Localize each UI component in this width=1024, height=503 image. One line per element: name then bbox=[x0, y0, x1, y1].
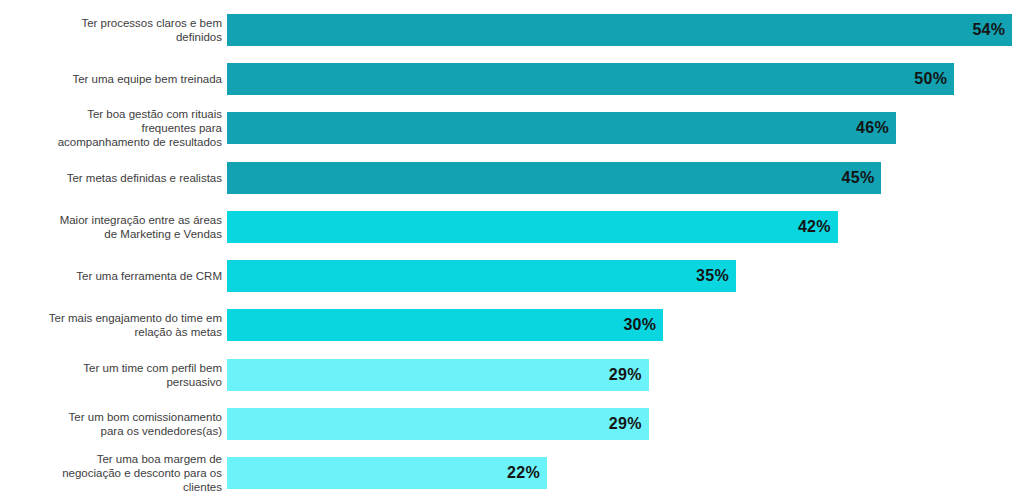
category-label: Ter processos claros e bem definidos bbox=[0, 16, 227, 44]
plot-area: 22% bbox=[227, 457, 1024, 489]
plot-area: 50% bbox=[227, 63, 1024, 95]
chart-row: Ter um time com perfil bem persuasivo 29% bbox=[0, 350, 1024, 399]
value-label: 22% bbox=[507, 464, 547, 482]
bar: 50% bbox=[227, 63, 954, 95]
chart-row: Ter boa gestão com rituais frequentes pa… bbox=[0, 104, 1024, 153]
bar: 42% bbox=[227, 211, 838, 243]
value-label: 50% bbox=[914, 70, 954, 88]
category-label: Ter um time com perfil bem persuasivo bbox=[0, 361, 227, 389]
value-label: 45% bbox=[842, 169, 882, 187]
bar: 45% bbox=[227, 162, 881, 194]
plot-area: 29% bbox=[227, 408, 1024, 440]
horizontal-bar-chart: Ter processos claros e bem definidos54%T… bbox=[0, 0, 1024, 498]
plot-area: 45% bbox=[227, 162, 1024, 194]
category-label: Ter um bom comissionamento para os vende… bbox=[0, 410, 227, 438]
bar: 54% bbox=[227, 14, 1012, 46]
chart-canvas: Ter processos claros e bem definidos54%T… bbox=[0, 0, 1024, 503]
chart-row: Ter uma boa margem de negociação e desco… bbox=[0, 449, 1024, 498]
plot-area: 46% bbox=[227, 112, 1024, 144]
category-label: Ter metas definidas e realistas bbox=[0, 171, 227, 185]
plot-area: 54% bbox=[227, 14, 1024, 46]
chart-row: Ter mais engajamento do time em relação … bbox=[0, 301, 1024, 350]
value-label: 42% bbox=[798, 218, 838, 236]
chart-row: Ter um bom comissionamento para os vende… bbox=[0, 399, 1024, 448]
category-label: Maior integração entre as áreas de Marke… bbox=[0, 213, 227, 241]
plot-area: 30% bbox=[227, 309, 1024, 341]
value-label: 29% bbox=[609, 415, 649, 433]
bar: 30% bbox=[227, 309, 663, 341]
value-label: 54% bbox=[972, 21, 1012, 39]
category-label: Ter uma equipe bem treinada bbox=[0, 72, 227, 86]
value-label: 30% bbox=[623, 316, 663, 334]
category-label: Ter boa gestão com rituais frequentes pa… bbox=[0, 107, 227, 149]
chart-row: Ter uma equipe bem treinada 50% bbox=[0, 54, 1024, 103]
category-label: Ter uma boa margem de negociação e desco… bbox=[0, 452, 227, 494]
chart-row: Ter metas definidas e realistas 45% bbox=[0, 153, 1024, 202]
value-label: 46% bbox=[856, 119, 896, 137]
value-label: 29% bbox=[609, 366, 649, 384]
value-label: 35% bbox=[696, 267, 736, 285]
plot-area: 29% bbox=[227, 359, 1024, 391]
plot-area: 35% bbox=[227, 260, 1024, 292]
chart-row: Ter uma ferramenta de CRM 35% bbox=[0, 251, 1024, 300]
bar: 22% bbox=[227, 457, 547, 489]
bar: 46% bbox=[227, 112, 896, 144]
bar: 29% bbox=[227, 408, 649, 440]
chart-row: Ter processos claros e bem definidos 54% bbox=[0, 5, 1024, 54]
bar: 29% bbox=[227, 359, 649, 391]
category-label: Ter uma ferramenta de CRM bbox=[0, 269, 227, 283]
category-label: Ter mais engajamento do time em relação … bbox=[0, 311, 227, 339]
bar: 35% bbox=[227, 260, 736, 292]
chart-row: Maior integração entre as áreas de Marke… bbox=[0, 202, 1024, 251]
plot-area: 42% bbox=[227, 211, 1024, 243]
